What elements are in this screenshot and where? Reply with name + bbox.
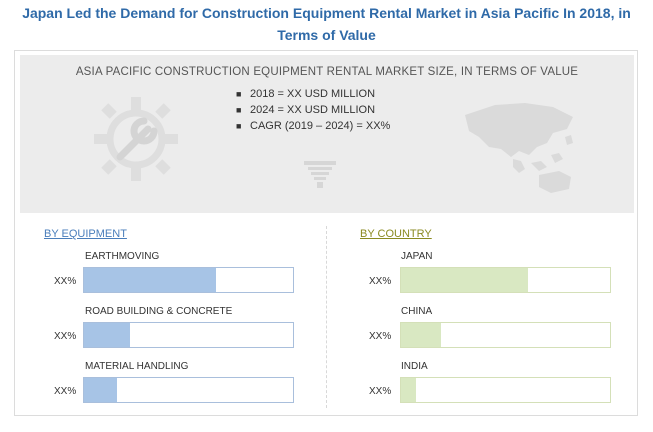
bullet-2018: ■ 2018 = XX USD MILLION [236, 88, 376, 100]
crane-icon [304, 161, 336, 188]
bullet-2024: ■ 2024 = XX USD MILLION [236, 104, 376, 116]
country-bar-japan [400, 267, 611, 293]
asia-pacific-map-icon [465, 103, 573, 193]
equip-value-earthmoving: XX% [54, 276, 77, 287]
equip-bar-road-building [83, 322, 294, 348]
equip-bar-fill-road-building [84, 323, 130, 347]
gear-wrench-icon [94, 97, 178, 181]
equip-bar-fill-earthmoving [84, 268, 216, 292]
country-bar-china [400, 322, 611, 348]
equip-bar-earthmoving [83, 267, 294, 293]
equip-bar-fill-material-handling [84, 378, 118, 402]
country-value-china: XX% [369, 331, 392, 342]
country-bar-fill-china [401, 323, 441, 347]
country-value-india: XX% [369, 386, 392, 397]
equip-bar-material-handling [83, 377, 294, 403]
equip-label-material-handling: MATERIAL HANDLING [85, 361, 189, 372]
bullet-2018-text: 2018 = XX USD MILLION [250, 88, 376, 100]
chart-title-line-2: Terms of Value [277, 27, 376, 43]
country-label-india: INDIA [401, 361, 428, 372]
market-size-list: ■ 2018 = XX USD MILLION ■ 2024 = XX USD MI… [236, 86, 390, 134]
equip-label-road-building: ROAD BUILDING & CONCRETE [85, 306, 233, 317]
chart-title-line-1: Japan Led the Demand for Construction Eq… [22, 5, 631, 21]
country-bar-fill-japan [401, 268, 529, 292]
country-value-japan: XX% [369, 276, 392, 287]
country-bar-india [400, 377, 611, 403]
section-divider [326, 226, 327, 408]
country-bar-fill-india [401, 378, 416, 402]
equip-value-road-building: XX% [54, 331, 77, 342]
chart-title: Japan Led the Demand for Construction Eq… [0, 2, 653, 46]
country-label-china: CHINA [401, 306, 433, 317]
bullet-cagr-text: CAGR (2019 – 2024) = XX% [250, 120, 391, 132]
banner-title: ASIA PACIFIC CONSTRUCTION EQUIPMENT RENT… [75, 66, 579, 78]
bullet-cagr: ■ CAGR (2019 – 2024) = XX% [236, 120, 391, 132]
market-size-banner: ASIA PACIFIC CONSTRUCTION EQUIPMENT RENT… [20, 55, 634, 213]
country-label-japan: JAPAN [401, 251, 433, 262]
by-country-heading: BY COUNTRY [360, 228, 432, 240]
by-equipment-heading: BY EQUIPMENT [44, 228, 127, 240]
equip-value-material-handling: XX% [54, 386, 77, 397]
equip-label-earthmoving: EARTHMOVING [85, 251, 160, 262]
bullet-2024-text: 2024 = XX USD MILLION [250, 104, 376, 116]
